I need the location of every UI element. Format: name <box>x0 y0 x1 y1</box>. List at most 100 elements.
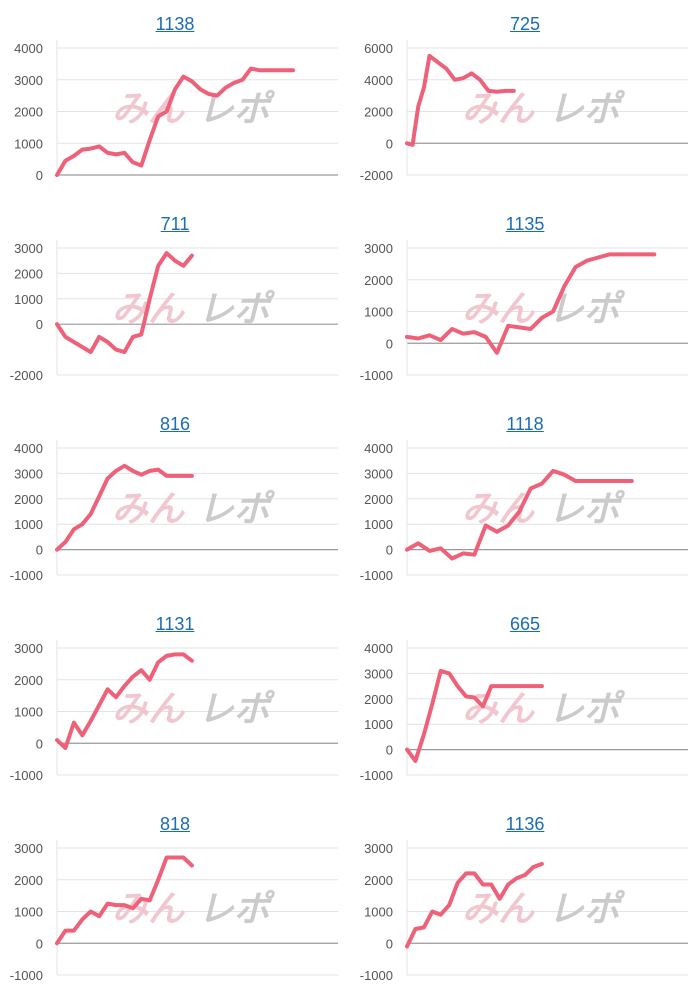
data-point <box>164 109 169 114</box>
data-point <box>122 350 127 354</box>
data-point <box>63 540 68 544</box>
y-tick-label: 1000 <box>14 517 43 532</box>
chart-panel: 1131 3000 2000 1000 0 -1000 みん レポ <box>0 600 350 800</box>
data-point <box>447 903 451 907</box>
data-point <box>181 264 186 268</box>
data-point <box>416 336 420 341</box>
y-tick-label: -2000 <box>360 168 393 183</box>
data-point <box>55 941 59 945</box>
y-tick-label: -2000 <box>10 368 43 383</box>
y-tick-label: 3000 <box>14 641 43 656</box>
chart-title-link[interactable]: 818 <box>159 814 191 834</box>
data-point <box>190 474 194 478</box>
chart-title-link[interactable]: 725 <box>509 14 541 34</box>
data-point <box>131 335 135 339</box>
y-tick-label: 1000 <box>14 292 43 307</box>
data-point <box>472 553 477 557</box>
chart-svg: 4000 3000 2000 1000 0 -1000 みん レポ <box>360 640 688 783</box>
data-point <box>97 703 101 707</box>
y-tick-label: 2000 <box>364 273 393 288</box>
chart-title-link[interactable]: 816 <box>159 414 191 434</box>
y-tick-label: 2000 <box>14 873 43 888</box>
data-point <box>531 865 536 869</box>
watermark-text-b: レポ <box>198 689 276 730</box>
data-point <box>156 878 160 882</box>
data-point <box>461 551 465 556</box>
data-point <box>481 704 485 709</box>
data-point <box>122 903 127 907</box>
data-point <box>114 348 118 352</box>
data-point <box>405 335 409 339</box>
watermark-text-a: みん <box>462 689 535 730</box>
data-point <box>416 105 420 109</box>
y-tick-label: -1000 <box>360 568 393 583</box>
y-tick-label: 0 <box>36 736 43 751</box>
data-point <box>531 684 536 688</box>
data-point <box>105 901 110 906</box>
data-point <box>249 67 253 71</box>
y-tick-label: 3000 <box>364 241 393 256</box>
y-tick-label: 0 <box>386 543 393 558</box>
y-tick-label: -1000 <box>360 368 393 383</box>
data-point <box>641 252 645 256</box>
chart-title-link[interactable]: 665 <box>509 614 541 634</box>
y-tick-label: 1000 <box>14 705 43 720</box>
data-point <box>464 694 468 698</box>
data-point <box>139 897 143 901</box>
watermark-text-a: みん <box>112 489 185 530</box>
data-point <box>506 684 510 688</box>
y-tick-label: 3000 <box>14 466 43 481</box>
data-point <box>156 660 160 664</box>
data-point <box>453 78 457 82</box>
data-point <box>427 333 432 337</box>
data-point <box>503 89 507 93</box>
data-point <box>89 147 93 151</box>
data-point <box>173 855 177 860</box>
data-point <box>55 738 59 742</box>
data-point <box>72 340 76 344</box>
chart-svg: 3000 2000 1000 0 -1000 みん レポ <box>360 240 688 383</box>
watermark-text-b: レポ <box>548 689 626 730</box>
data-point <box>495 530 499 534</box>
data-point <box>489 882 493 887</box>
chart-title-link[interactable]: 1136 <box>505 814 545 834</box>
data-point <box>450 327 454 331</box>
chart-title-link[interactable]: 1118 <box>506 414 544 434</box>
data-point <box>283 68 287 72</box>
data-point <box>72 721 76 725</box>
y-tick-label: 1000 <box>14 136 43 151</box>
chart-title-link[interactable]: 1131 <box>155 614 195 634</box>
data-point <box>190 659 194 663</box>
data-point <box>173 474 177 478</box>
data-point <box>630 479 634 483</box>
data-point <box>181 855 186 860</box>
data-point <box>551 469 555 473</box>
y-tick-label: 4000 <box>364 73 393 88</box>
chart-title-link[interactable]: 1135 <box>505 214 545 234</box>
y-tick-label: -1000 <box>360 968 393 983</box>
data-point <box>517 509 521 514</box>
watermark-text-a: みん <box>112 889 185 930</box>
chart-title-link[interactable]: 1138 <box>155 14 195 34</box>
y-tick-label: 2000 <box>14 266 43 281</box>
data-point <box>63 159 68 163</box>
watermark-text-a: みん <box>112 689 185 730</box>
data-point <box>131 469 135 473</box>
watermark-logo: みん レポ <box>462 89 626 130</box>
data-point <box>481 882 485 887</box>
chart-svg: 4000 3000 2000 1000 0 -1000 みん レポ <box>10 440 338 583</box>
chart-panel: 818 3000 2000 1000 0 -1000 みん レポ <box>0 800 350 1000</box>
chart-title-link[interactable]: 711 <box>160 214 190 234</box>
y-tick-label: 2000 <box>14 105 43 120</box>
data-point <box>139 163 143 168</box>
data-point <box>148 138 152 142</box>
data-point <box>478 78 482 82</box>
data-point <box>498 684 502 688</box>
y-tick-label: 0 <box>36 936 43 951</box>
y-tick-label: 2000 <box>364 873 393 888</box>
data-point <box>164 855 169 860</box>
data-point <box>630 252 634 256</box>
data-point <box>181 74 186 79</box>
data-point <box>596 479 600 483</box>
data-point <box>472 695 477 700</box>
